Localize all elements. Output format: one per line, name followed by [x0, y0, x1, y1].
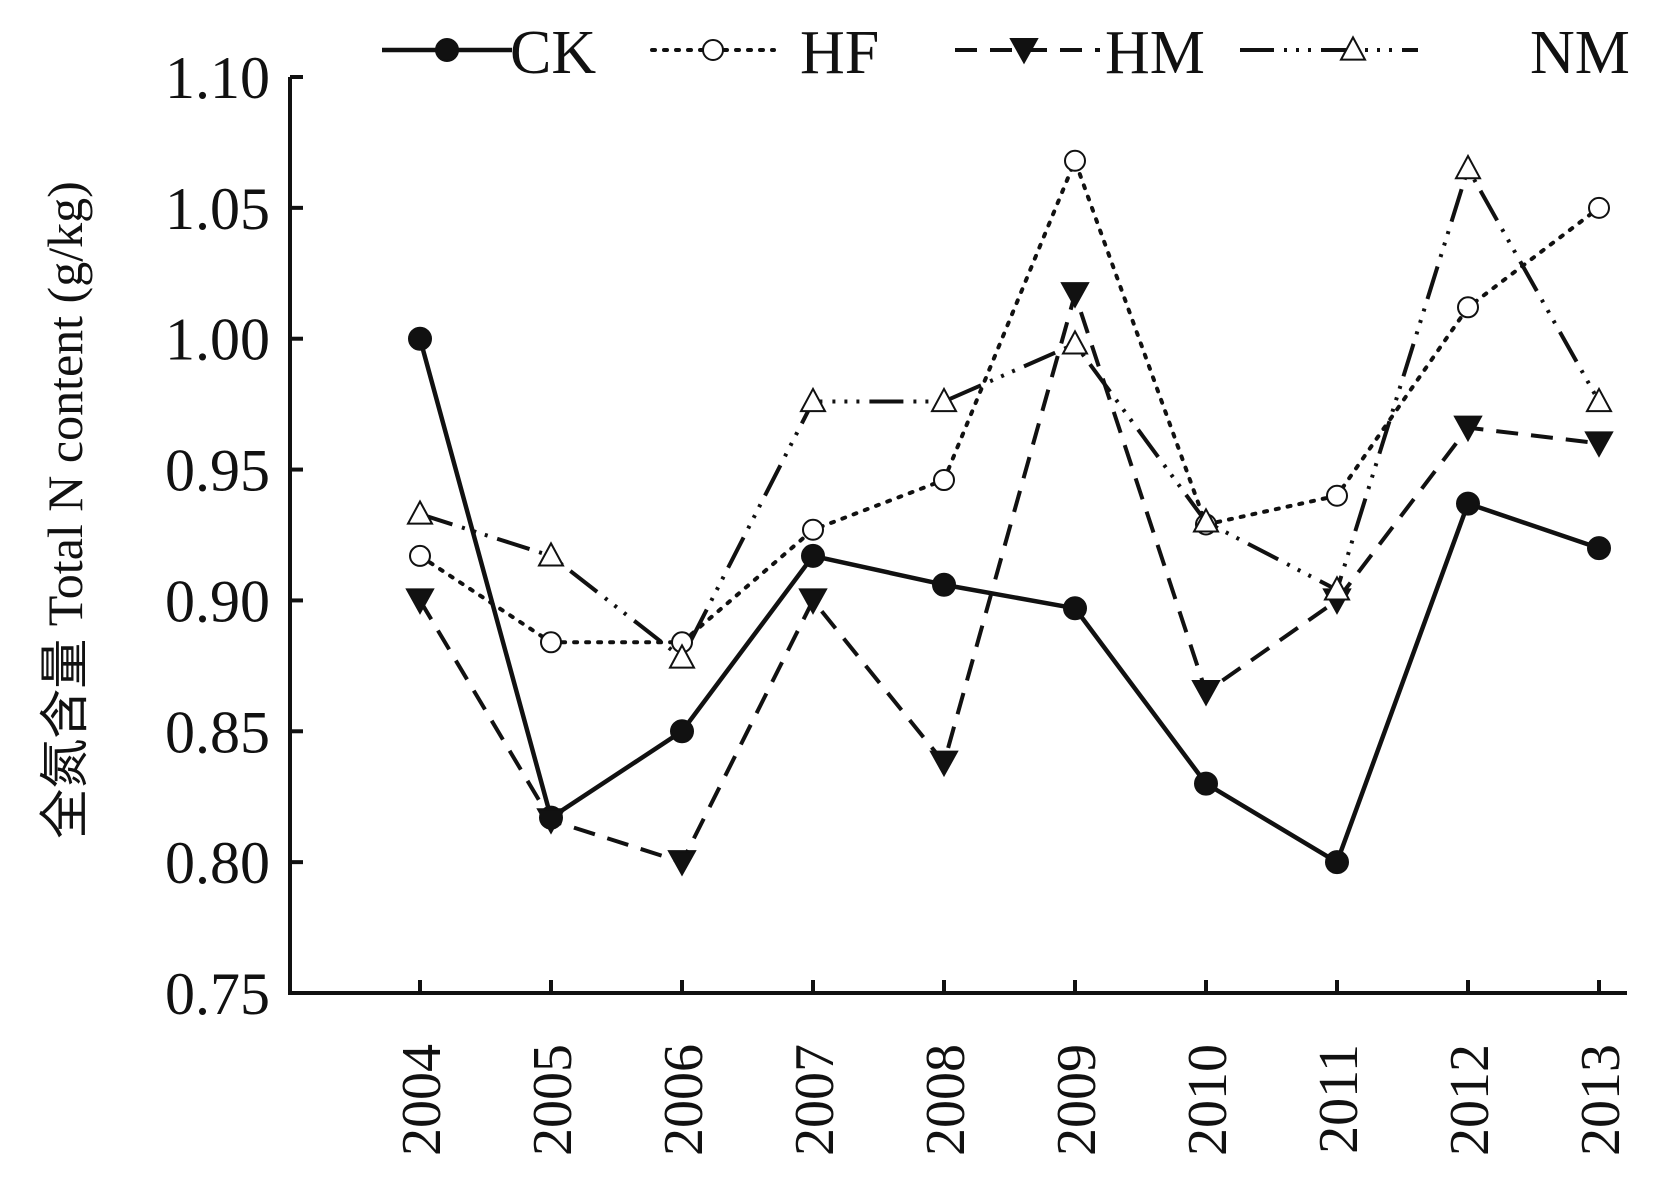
data-point-ck-2006 [670, 719, 694, 744]
series-line-hm [418, 292, 1600, 865]
data-point-hm-2004 [405, 588, 435, 615]
legend-label-hm: HM [1105, 19, 1205, 87]
x-tick-label-5: 2009 [1046, 1044, 1108, 1156]
data-point-hm-2006 [667, 850, 697, 877]
legend-label-hf: HF [800, 19, 879, 87]
x-tick-label-9: 2013 [1570, 1044, 1632, 1156]
data-point-ck-2007 [801, 543, 825, 568]
x-tick-label-2: 2006 [653, 1044, 715, 1156]
data-point-hm-2013 [1584, 431, 1614, 458]
x-tick-label-4: 2008 [915, 1044, 977, 1156]
data-point-hm-2005 [536, 808, 566, 835]
axes: 0.75 0.80 0.85 0.90 0.95 1.00 1.05 1.10 2004 2005… [165, 45, 1632, 1156]
x-tick-label-7: 2011 [1308, 1044, 1370, 1154]
y-tick-label-7: 1.10 [165, 45, 270, 111]
data-point-hf-2011 [1326, 484, 1348, 507]
series-line-ck [417, 338, 1600, 865]
series-line-hf [418, 158, 1601, 645]
x-tick-label-1: 2005 [522, 1044, 584, 1156]
data-point-hf-2013 [1588, 196, 1610, 219]
data-point-hf-2005 [540, 631, 562, 654]
data-point-ck-2010 [1194, 771, 1218, 796]
y-axis-title: 全氮含量 Total N content (g/kg) [37, 181, 93, 839]
data-point-hm-2007 [798, 588, 828, 615]
data-point-hf-2004 [409, 544, 431, 567]
y-tick-label-2: 0.85 [165, 699, 270, 765]
y-axis-title-group: 全氮含量 Total N content (g/kg) [37, 181, 93, 839]
data-point-hm-2008 [929, 750, 959, 778]
data-point-hf-2012 [1457, 296, 1479, 319]
data-point-hf-2009 [1064, 149, 1086, 172]
data-point-nm-2013 [1585, 386, 1613, 413]
data-point-ck-2008 [932, 572, 956, 597]
legend-marker-hm [1009, 37, 1039, 65]
y-tick-label-3: 0.90 [165, 568, 270, 634]
y-tick-label-0: 0.75 [165, 961, 270, 1027]
legend-label-nm: NM [1530, 19, 1630, 87]
data-point-nm-2008 [930, 386, 958, 413]
data-point-nm-2004 [406, 499, 434, 525]
x-tick-label-0: 2004 [391, 1044, 453, 1156]
legend-label-ck: CK [510, 19, 596, 87]
series-markers [405, 149, 1614, 877]
data-point-ck-2011 [1325, 850, 1349, 875]
data-point-nm-2009 [1061, 329, 1089, 355]
legend-marker-nm [1339, 35, 1367, 61]
series-lines [417, 158, 1601, 865]
data-point-hm-2012 [1453, 415, 1483, 443]
y-tick-label-6: 1.05 [165, 176, 270, 242]
data-point-nm-2010 [1192, 507, 1220, 533]
data-point-nm-2006 [668, 643, 696, 669]
legend: CK HF HM NM [382, 19, 1630, 87]
data-point-nm-2011 [1323, 575, 1351, 601]
data-point-ck-2012 [1456, 491, 1480, 516]
data-point-ck-2004 [408, 326, 432, 351]
y-tick-label-1: 0.80 [165, 830, 270, 896]
legend-marker-ck [435, 38, 459, 62]
data-point-ck-2009 [1063, 596, 1087, 621]
y-tick-label-4: 0.95 [165, 438, 270, 504]
data-point-nm-2007 [799, 386, 827, 413]
series-line-nm [419, 166, 1601, 661]
x-tick-label-3: 2007 [784, 1044, 846, 1156]
x-tick-label-6: 2010 [1177, 1044, 1239, 1156]
data-point-hm-2009 [1060, 282, 1090, 309]
x-tick-label-8: 2012 [1439, 1044, 1501, 1156]
y-tick-label-5: 1.00 [165, 307, 270, 373]
data-point-hm-2010 [1191, 679, 1221, 707]
data-point-nm-2012 [1454, 153, 1482, 180]
data-point-hf-2007 [802, 518, 824, 541]
data-point-hf-2008 [933, 469, 955, 492]
data-point-nm-2005 [537, 541, 565, 567]
data-point-ck-2013 [1587, 536, 1611, 561]
legend-marker-hf [702, 39, 724, 61]
